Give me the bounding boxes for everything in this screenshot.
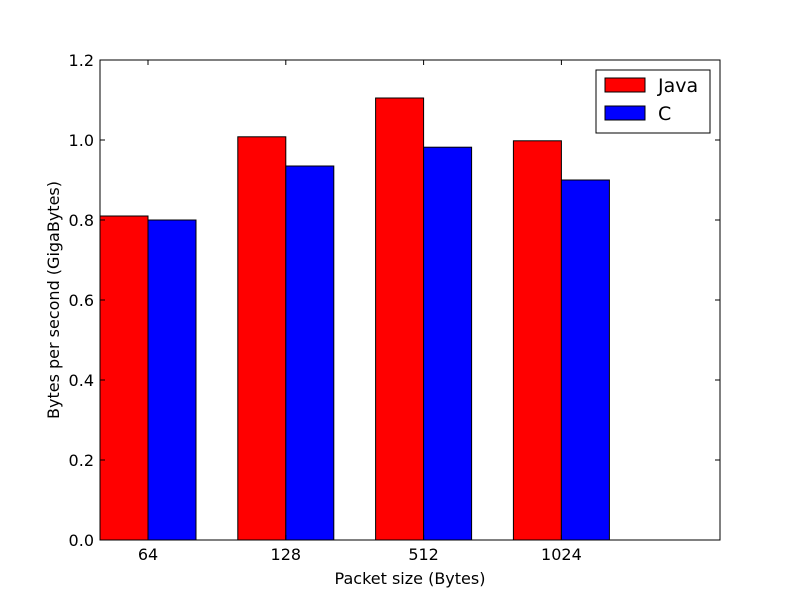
y-tick-label: 0.8: [69, 211, 94, 230]
bar-c-512: [423, 146, 473, 541]
x-tick-label: 128: [271, 545, 302, 564]
x-tick-label: 1024: [541, 545, 582, 564]
y-tick-label: 1.0: [69, 131, 94, 150]
bar-java-128: [237, 136, 287, 541]
x-axis-label: Packet size (Bytes): [335, 569, 486, 588]
bar-java-64: [99, 215, 149, 541]
y-tick-label: 0.2: [69, 451, 94, 470]
bar-c-1024: [560, 179, 610, 541]
y-axis-label: Bytes per second (GigaBytes): [44, 181, 63, 419]
legend: Java C: [595, 69, 711, 134]
bar-c-128: [285, 165, 335, 541]
legend-swatch-c: [604, 105, 646, 121]
bar-java-1024: [512, 140, 562, 541]
x-tick-label: 512: [408, 545, 439, 564]
legend-label-c: C: [658, 103, 671, 125]
legend-swatch-java: [604, 77, 646, 93]
y-tick-label: 1.2: [69, 51, 94, 70]
y-tick-label: 0.4: [69, 371, 94, 390]
bar-java-512: [375, 97, 425, 541]
y-tick-label: 0.0: [69, 531, 94, 550]
bar-c-64: [147, 219, 197, 541]
x-tick-label: 64: [138, 545, 158, 564]
y-tick-label: 0.6: [69, 291, 94, 310]
legend-label-java: Java: [657, 75, 698, 97]
